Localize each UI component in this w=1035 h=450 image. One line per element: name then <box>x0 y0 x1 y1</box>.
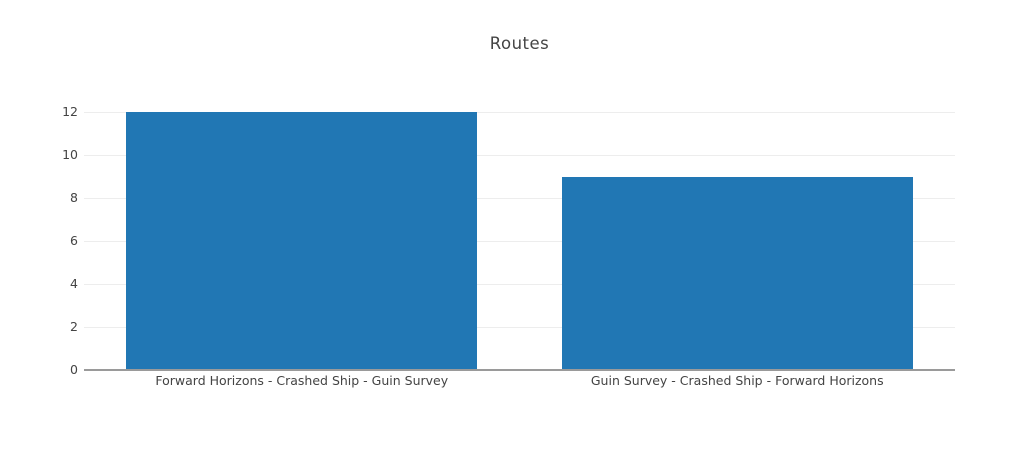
y-tick-label: 0 <box>70 361 78 377</box>
plot-area <box>84 112 955 371</box>
gridline <box>84 241 955 242</box>
x-tick-label: Guin Survey - Crashed Ship - Forward Hor… <box>590 373 884 388</box>
y-tick-label: 10 <box>62 146 78 162</box>
gridline <box>84 284 955 285</box>
y-tick-label: 8 <box>70 189 78 205</box>
y-tick-label: 6 <box>70 232 78 248</box>
bar <box>561 176 913 370</box>
x-axis-line <box>84 369 955 371</box>
x-tick-label: Forward Horizons - Crashed Ship - Guin S… <box>155 373 449 388</box>
bar <box>126 112 478 370</box>
y-tick-label: 4 <box>70 275 78 291</box>
gridline <box>84 155 955 156</box>
chart-title: Routes <box>489 34 550 53</box>
y-tick-label: 2 <box>70 318 78 334</box>
y-tick-label: 12 <box>62 103 78 119</box>
gridline <box>84 327 955 328</box>
gridline <box>84 198 955 199</box>
gridline <box>84 112 955 113</box>
